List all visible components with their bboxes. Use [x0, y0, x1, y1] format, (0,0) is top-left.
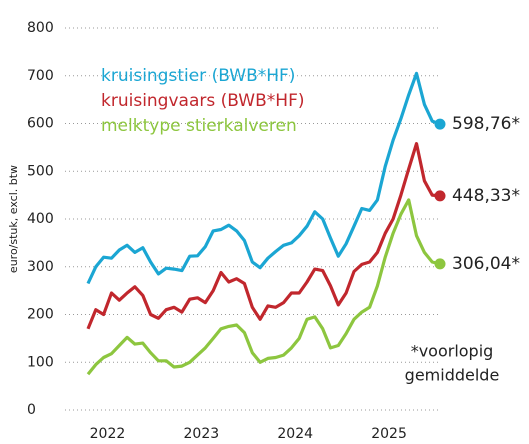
value-label: 598,76*	[452, 114, 520, 134]
annotation: gemiddelde	[405, 366, 500, 385]
value-label: 306,04*	[452, 254, 520, 274]
end-dot	[434, 258, 446, 270]
series-line	[86, 71, 441, 285]
y-tick-label: 700	[27, 68, 54, 84]
y-tick-label: 300	[27, 259, 54, 275]
end-dot	[434, 190, 446, 202]
y-axis-label: euro/stuk, excl. btw	[7, 165, 20, 273]
series-line	[86, 142, 441, 330]
x-tick-label: 2025	[371, 426, 407, 442]
y-tick-label: 0	[27, 402, 36, 418]
annotation: *voorlopig	[411, 342, 494, 361]
y-tick-label: 100	[27, 354, 54, 370]
series-line	[86, 198, 441, 376]
y-tick-label: 800	[27, 20, 54, 36]
y-tick-label: 200	[27, 307, 54, 323]
legend-entry: melktype stierkalveren	[101, 116, 297, 136]
x-tick-label: 2022	[90, 426, 126, 442]
y-tick-label: 600	[27, 116, 54, 132]
y-tick-label: 500	[27, 163, 54, 179]
y-tick-label: 400	[27, 211, 54, 227]
value-label: 448,33*	[452, 186, 520, 206]
x-tick-label: 2023	[184, 426, 220, 442]
legend-entry: kruisingstier (BWB*HF)	[101, 66, 295, 86]
x-tick-label: 2024	[277, 426, 313, 442]
end-dot	[434, 118, 446, 130]
legend-entry: kruisingvaars (BWB*HF)	[101, 91, 304, 111]
